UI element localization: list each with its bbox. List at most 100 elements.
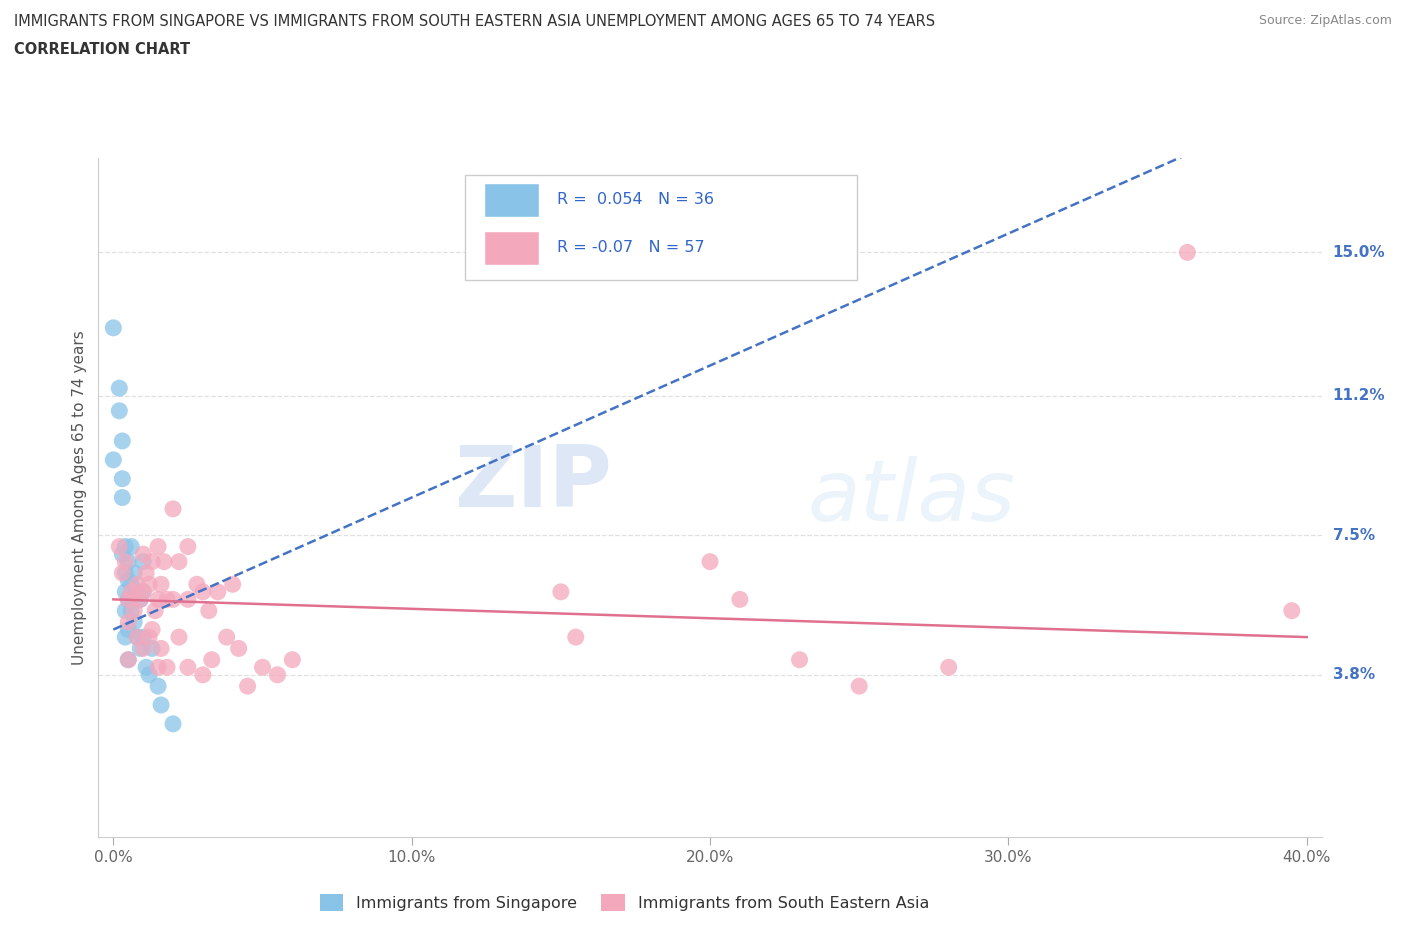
Point xyxy=(129,592,152,607)
Point xyxy=(117,615,139,630)
Text: CORRELATION CHART: CORRELATION CHART xyxy=(14,42,190,57)
Point xyxy=(114,604,136,618)
Point xyxy=(117,652,139,667)
Point xyxy=(138,577,160,591)
Point xyxy=(177,592,200,607)
Point xyxy=(117,592,139,607)
Point xyxy=(114,584,136,599)
Point xyxy=(146,539,169,554)
Text: 3.8%: 3.8% xyxy=(1333,668,1375,683)
Point xyxy=(221,577,243,591)
Point xyxy=(132,584,155,599)
Point xyxy=(108,404,131,418)
Point xyxy=(150,641,173,656)
Point xyxy=(127,577,149,591)
Point xyxy=(266,668,288,683)
Point xyxy=(114,554,136,569)
FancyBboxPatch shape xyxy=(484,231,538,265)
Point xyxy=(114,630,136,644)
Point xyxy=(848,679,870,694)
Point xyxy=(127,584,149,599)
Point xyxy=(146,679,169,694)
Point xyxy=(135,660,157,675)
Point xyxy=(236,679,259,694)
Point xyxy=(228,641,250,656)
Point xyxy=(141,622,163,637)
Text: atlas: atlas xyxy=(808,456,1017,539)
Point xyxy=(129,641,152,656)
Point xyxy=(132,547,155,562)
Point xyxy=(120,584,142,599)
Point xyxy=(167,630,190,644)
Point xyxy=(103,320,125,336)
Point xyxy=(132,584,155,599)
Point xyxy=(215,630,238,644)
Y-axis label: Unemployment Among Ages 65 to 74 years: Unemployment Among Ages 65 to 74 years xyxy=(72,330,87,665)
Point xyxy=(111,433,134,448)
Point xyxy=(135,565,157,580)
Point xyxy=(132,554,155,569)
Point xyxy=(207,584,229,599)
Point xyxy=(111,472,134,486)
Point xyxy=(138,668,160,683)
Text: R = -0.07   N = 57: R = -0.07 N = 57 xyxy=(557,240,704,255)
Point xyxy=(143,604,166,618)
Point xyxy=(150,577,173,591)
Point xyxy=(120,539,142,554)
Legend: Immigrants from Singapore, Immigrants from South Eastern Asia: Immigrants from Singapore, Immigrants fr… xyxy=(314,888,936,917)
Point xyxy=(198,604,221,618)
Point xyxy=(156,660,179,675)
Point xyxy=(565,630,588,644)
Point xyxy=(150,698,173,712)
Point xyxy=(938,660,960,675)
Point xyxy=(108,380,131,395)
Point xyxy=(191,668,214,683)
Point xyxy=(186,577,208,591)
Point xyxy=(162,716,184,731)
Point xyxy=(111,490,134,505)
Point xyxy=(117,554,139,569)
Point xyxy=(141,554,163,569)
Point xyxy=(1177,245,1199,259)
Point xyxy=(153,554,176,569)
Point xyxy=(201,652,224,667)
Point xyxy=(122,615,145,630)
Point xyxy=(132,630,155,644)
Point xyxy=(117,592,139,607)
Point xyxy=(117,652,139,667)
Point xyxy=(699,554,721,569)
Point xyxy=(177,660,200,675)
Text: 11.2%: 11.2% xyxy=(1333,388,1385,404)
Point xyxy=(141,641,163,656)
Text: 7.5%: 7.5% xyxy=(1333,527,1375,543)
Point xyxy=(156,592,179,607)
Point xyxy=(162,501,184,516)
Point xyxy=(281,652,304,667)
Point xyxy=(146,592,169,607)
Point xyxy=(162,592,184,607)
Point xyxy=(127,630,149,644)
Text: IMMIGRANTS FROM SINGAPORE VS IMMIGRANTS FROM SOUTH EASTERN ASIA UNEMPLOYMENT AMO: IMMIGRANTS FROM SINGAPORE VS IMMIGRANTS … xyxy=(14,14,935,29)
Point xyxy=(728,592,751,607)
Point xyxy=(138,630,160,644)
Point xyxy=(1281,604,1303,618)
Point xyxy=(117,573,139,588)
Point xyxy=(120,604,142,618)
Point xyxy=(177,539,200,554)
Point xyxy=(111,565,134,580)
Text: 15.0%: 15.0% xyxy=(1333,245,1385,259)
Point xyxy=(146,660,169,675)
Text: Source: ZipAtlas.com: Source: ZipAtlas.com xyxy=(1258,14,1392,27)
Point xyxy=(108,539,131,554)
Point xyxy=(127,630,149,644)
FancyBboxPatch shape xyxy=(484,183,538,218)
Point xyxy=(114,565,136,580)
Point xyxy=(550,584,572,599)
Point xyxy=(167,554,190,569)
Point xyxy=(117,622,139,637)
Point xyxy=(111,547,134,562)
Point xyxy=(789,652,811,667)
Point xyxy=(191,584,214,599)
Point xyxy=(129,592,152,607)
Point xyxy=(120,577,142,591)
